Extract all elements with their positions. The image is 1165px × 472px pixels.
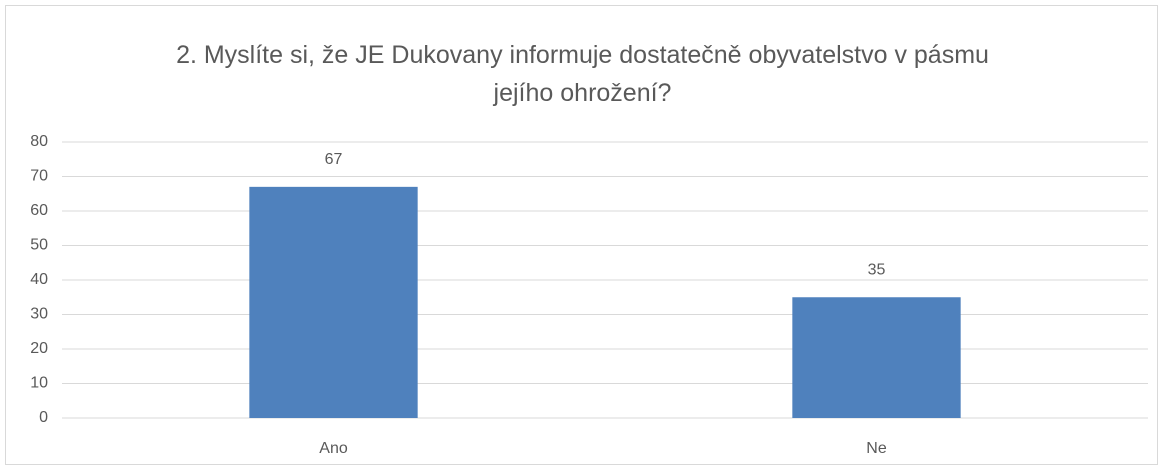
y-tick-label: 60 (30, 202, 48, 219)
data-label: 67 (325, 151, 343, 168)
y-tick-label: 80 (30, 133, 48, 150)
bar (792, 297, 961, 418)
y-tick-label: 10 (30, 375, 48, 392)
y-tick-label: 50 (30, 237, 48, 254)
y-tick-label: 40 (30, 271, 48, 288)
chart-title: 2. Myslíte si, že JE Dukovany informuje … (176, 41, 989, 107)
data-label: 35 (868, 261, 886, 278)
y-tick-label: 70 (30, 168, 48, 185)
bar (249, 186, 418, 418)
chart-frame (5, 5, 1158, 465)
x-tick-label: Ne (866, 440, 887, 457)
y-tick-label: 30 (30, 306, 48, 323)
y-tick-label: 20 (30, 340, 48, 357)
y-tick-label: 0 (39, 409, 48, 426)
x-tick-label: Ano (319, 440, 348, 457)
